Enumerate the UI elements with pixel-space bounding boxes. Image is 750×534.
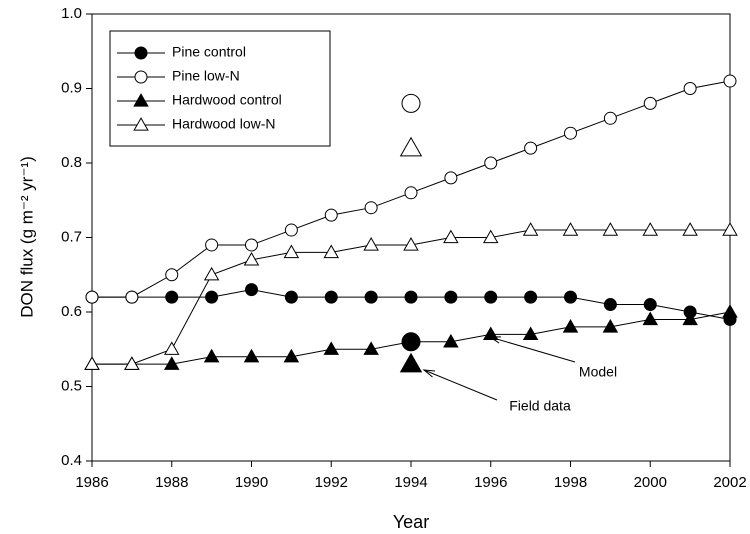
data-point [125, 290, 139, 304]
data-point [324, 290, 338, 304]
x-tick-label: 2002 [713, 474, 746, 491]
annotation: Field data [509, 398, 571, 414]
data-point [643, 96, 657, 110]
y-axis-title: DON flux (g m⁻² yr⁻¹) [17, 156, 36, 318]
data-point [484, 290, 498, 304]
data-point [603, 298, 617, 312]
data-point [484, 156, 498, 170]
data-point [403, 237, 419, 251]
data-point [564, 290, 577, 304]
data-point [165, 268, 179, 282]
arrow-head [422, 369, 436, 378]
data-point [642, 222, 659, 236]
data-point [404, 290, 418, 304]
data-point [245, 283, 258, 297]
y-tick-label: 0.9 [61, 79, 82, 96]
data-point [602, 318, 619, 333]
data-point [524, 141, 538, 155]
data-point [564, 126, 577, 140]
data-point [443, 333, 459, 348]
data-point [364, 201, 378, 215]
data-point [245, 238, 258, 252]
data-point [284, 290, 298, 304]
legend-marker [134, 46, 148, 60]
data-point [603, 111, 617, 125]
legend-marker [133, 117, 149, 131]
y-tick-label: 0.4 [61, 452, 82, 469]
arrow-head [488, 336, 502, 344]
data-point [723, 74, 737, 88]
field-data-point [401, 332, 421, 352]
x-tick-label: 2000 [634, 474, 667, 491]
data-point [165, 290, 179, 304]
x-tick-label: 1986 [75, 474, 108, 491]
data-point [722, 222, 738, 236]
y-tick-label: 1.0 [61, 5, 82, 22]
data-point [163, 356, 180, 370]
data-point [443, 229, 459, 244]
data-point [444, 171, 458, 185]
legend-marker [133, 93, 149, 107]
field-data-point [399, 352, 423, 373]
data-point [283, 244, 300, 259]
x-axis-title: Year [393, 512, 429, 532]
data-point [203, 348, 220, 363]
x-tick-label: 1998 [554, 474, 587, 491]
data-point [283, 348, 300, 363]
data-point [643, 298, 657, 312]
data-point [84, 356, 100, 370]
legend-marker [134, 70, 148, 84]
data-point [482, 229, 499, 244]
legend-label: Pine control [172, 44, 246, 60]
y-tick-label: 0.7 [61, 228, 82, 245]
x-tick-label: 1996 [474, 474, 507, 491]
legend-label: Pine low-N [172, 68, 240, 84]
data-point [205, 238, 219, 252]
legend-label: Hardwood control [172, 92, 282, 108]
field-data-point [401, 93, 421, 113]
data-point [363, 341, 379, 355]
data-point [602, 222, 619, 236]
data-point [682, 222, 698, 236]
data-point [683, 82, 697, 95]
x-tick-label: 1988 [155, 474, 188, 491]
data-point [163, 341, 180, 355]
y-tick-label: 0.8 [61, 154, 82, 171]
data-point [404, 186, 418, 200]
x-tick-label: 1990 [235, 474, 268, 491]
x-tick-label: 1994 [394, 474, 427, 491]
data-point [323, 341, 340, 355]
data-point [522, 326, 539, 341]
data-point [205, 290, 219, 304]
data-point [243, 251, 260, 266]
annotation: Model [579, 364, 617, 380]
data-point [243, 348, 260, 363]
data-point [324, 208, 338, 222]
data-point [323, 244, 340, 259]
data-point [562, 318, 579, 333]
field-data-point [399, 136, 423, 157]
data-point [562, 222, 579, 236]
data-point [284, 223, 298, 237]
data-point [522, 222, 539, 236]
data-point [124, 356, 140, 370]
data-point [524, 290, 538, 304]
legend-label: Hardwood low-N [172, 116, 275, 132]
data-point [642, 311, 659, 326]
data-point [363, 237, 379, 251]
data-point [444, 290, 458, 304]
y-tick-label: 0.6 [61, 303, 82, 320]
data-point [203, 266, 220, 281]
data-point [364, 290, 378, 304]
data-point [682, 311, 698, 326]
x-tick-label: 1992 [315, 474, 348, 491]
annotation-arrow [423, 369, 498, 401]
annotation-arrow [489, 336, 576, 363]
data-point [722, 304, 738, 318]
y-tick-label: 0.5 [61, 377, 82, 394]
data-point [85, 290, 99, 304]
